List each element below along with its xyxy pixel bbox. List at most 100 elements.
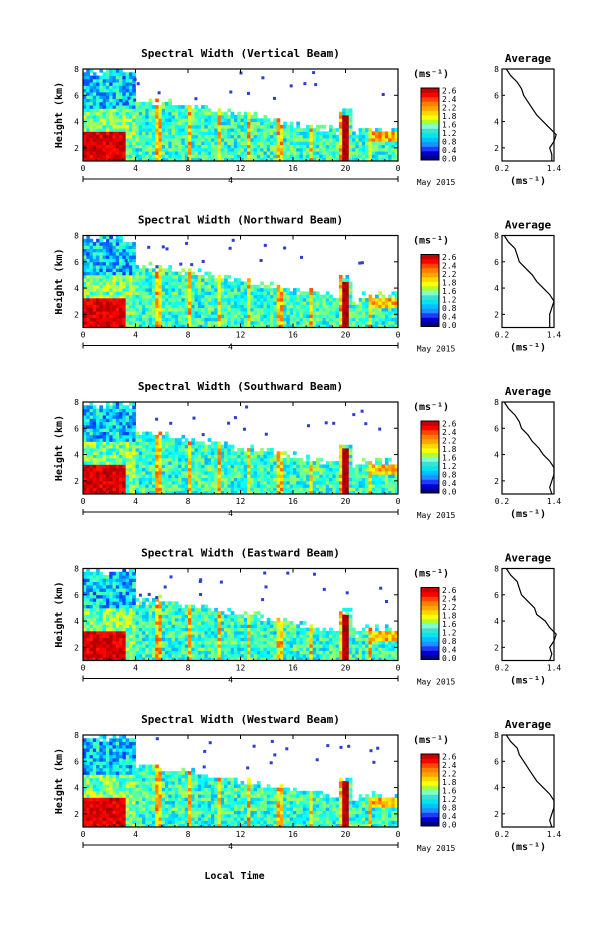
heat-cell: [194, 111, 199, 116]
heat-cell: [115, 474, 120, 478]
heat-cell: [89, 637, 94, 642]
heat-cell: [338, 304, 343, 309]
heat-cell: [184, 454, 189, 459]
heat-cell: [302, 297, 307, 302]
heat-cell: [109, 438, 113, 442]
heat-cell: [148, 311, 153, 315]
heat-cell: [188, 124, 192, 129]
heat-cell: [191, 457, 195, 462]
heat-cell: [89, 441, 94, 446]
heat-cell: [151, 111, 156, 116]
heat-cell: [155, 438, 159, 442]
heat-cell: [286, 134, 291, 139]
heat-cell: [92, 138, 97, 142]
heat-cell: [224, 134, 228, 139]
heat-cell: [119, 108, 123, 113]
heat-cell: [201, 294, 205, 299]
heat-cell: [315, 324, 320, 328]
heat-cell: [361, 134, 366, 139]
heat-cell: [142, 291, 146, 296]
heat-cell: [96, 324, 100, 328]
heat-cell: [260, 307, 264, 312]
colorbar-segment: [421, 254, 439, 260]
heat-cell: [128, 307, 133, 312]
heat-cell: [96, 98, 100, 103]
heat-cell: [99, 268, 104, 273]
heat-cell: [348, 141, 353, 145]
colorbar-tick-label: 0.4: [442, 479, 457, 488]
heat-cell: [155, 464, 159, 469]
heat-cell: [148, 131, 153, 136]
heat-cell: [109, 278, 113, 282]
heat-cell: [312, 147, 317, 152]
heat-cell: [181, 115, 186, 119]
heat-cell: [125, 291, 130, 296]
heat-cell: [161, 461, 166, 465]
heat-cell: [325, 317, 330, 322]
colorbar-segment: [421, 115, 439, 120]
heat-cell: [158, 461, 163, 465]
heat-cell: [342, 138, 346, 142]
heat-cell: [83, 441, 87, 446]
colorbar-segment: [421, 488, 439, 494]
heat-cell: [293, 141, 297, 145]
heat-cell: [184, 271, 189, 276]
heat-cell: [210, 111, 215, 116]
heat-cell: [207, 471, 212, 475]
heat-cell: [315, 154, 320, 159]
heat-cell: [394, 131, 399, 136]
heat-cell: [158, 128, 163, 132]
heat-cell: [217, 284, 222, 289]
heat-cell: [253, 134, 258, 139]
heat-cell: [86, 575, 90, 579]
heat-cell: [83, 147, 87, 152]
heat-cell: [361, 457, 366, 462]
heat-cell: [86, 474, 90, 478]
heat-cell: [155, 451, 159, 455]
heat-cell: [299, 314, 304, 319]
heat-cell: [99, 274, 104, 279]
heat-cell: [102, 457, 107, 462]
heat-cell: [358, 151, 363, 155]
heat-cell: [138, 471, 143, 475]
heat-cell: [217, 444, 222, 449]
heat-cell: [115, 311, 120, 315]
heat-cell: [335, 471, 340, 475]
heat-cell: [335, 304, 340, 309]
heat-cell: [145, 444, 150, 449]
heat-cell: [86, 484, 90, 488]
heat-cell: [378, 471, 382, 475]
heat-cell: [168, 105, 172, 109]
heat-cell: [361, 480, 366, 485]
heat-cell: [165, 490, 169, 495]
heat-cell: [132, 457, 136, 462]
heat-cell: [335, 157, 340, 162]
heat-cell: [358, 480, 363, 485]
heat-cell: [276, 134, 281, 139]
heat-cell: [132, 415, 136, 419]
heat-cell: [296, 324, 300, 328]
heat-cell: [83, 271, 87, 276]
heat-cell: [332, 474, 337, 478]
heat-cell: [197, 301, 202, 305]
heat-cell: [142, 265, 146, 269]
heat-cell: [168, 304, 172, 309]
heat-cell: [217, 124, 222, 129]
heat-cell: [391, 151, 396, 155]
heat-cell: [197, 274, 202, 279]
heat-cell: [224, 144, 228, 149]
profile-y-tick-label: 2: [494, 477, 499, 486]
heat-cell: [263, 138, 268, 142]
heat-cell: [224, 121, 228, 126]
heat-cell: [135, 467, 140, 472]
heat-cell: [273, 324, 277, 328]
heat-cell: [86, 301, 90, 305]
heat-cell: [89, 490, 94, 495]
heat-cell: [197, 311, 202, 315]
heat-cell: [132, 118, 136, 122]
heat-cell: [224, 131, 228, 136]
heat-cell: [394, 324, 399, 328]
heat-cell: [329, 131, 333, 136]
heat-cell: [250, 487, 255, 492]
heat-cell: [253, 320, 258, 325]
